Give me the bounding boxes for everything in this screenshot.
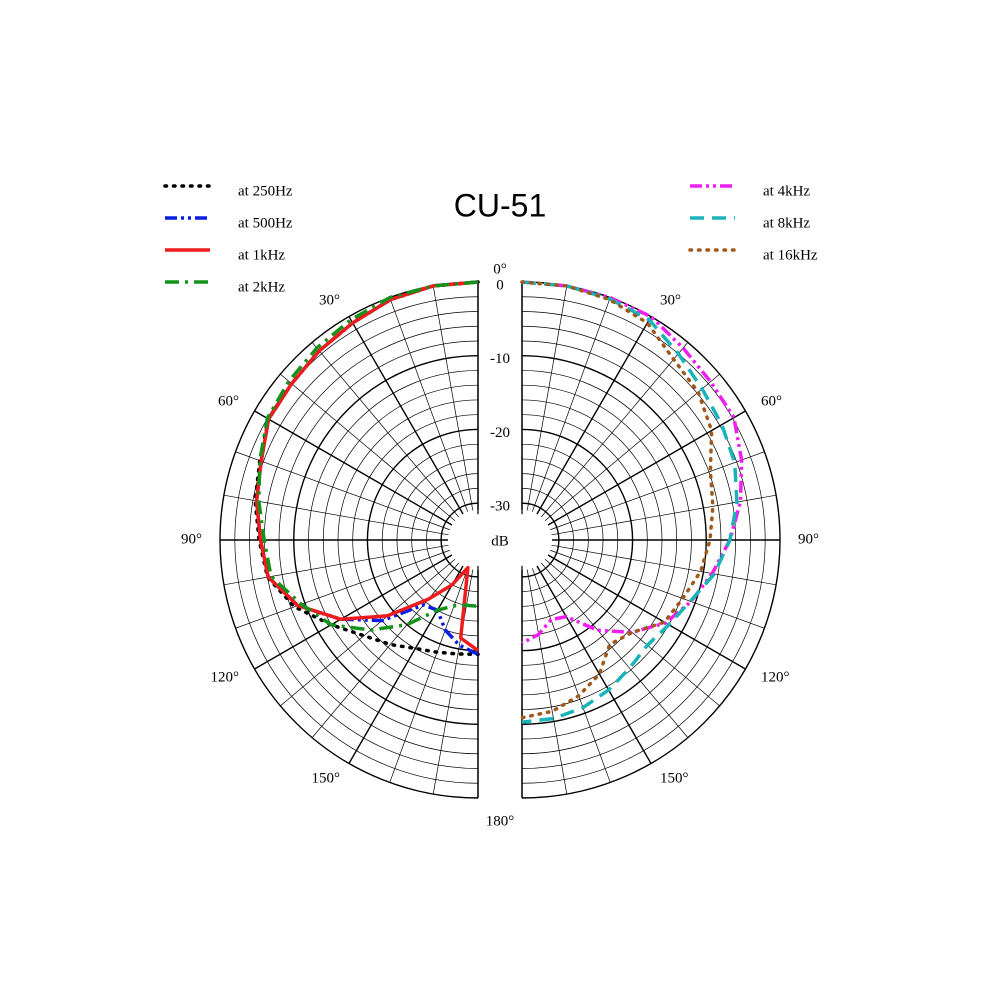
- theta-tick-label: 120°: [210, 669, 239, 685]
- legend-label: at 1kHz: [238, 247, 285, 263]
- legend-label: at 250Hz: [238, 183, 293, 199]
- minor-radial-line: [311, 562, 459, 738]
- minor-radial-line: [235, 451, 450, 531]
- theta-tick-label: 150°: [660, 770, 689, 786]
- minor-radial-line: [541, 562, 689, 738]
- theta-tick-label: 90°: [798, 531, 819, 547]
- minor-radial-line: [526, 285, 568, 511]
- legend-label: at 16kHz: [763, 247, 818, 263]
- minor-radial-line: [280, 559, 456, 707]
- theta-tick-label: 150°: [312, 770, 341, 786]
- minor-radial-line: [311, 342, 459, 518]
- minor-radial-line: [389, 568, 469, 783]
- theta-tick-label: 60°: [218, 393, 239, 409]
- theta-tick-label: 90°: [181, 531, 202, 547]
- r-axis-label: dB: [491, 533, 509, 549]
- minor-radial-line: [235, 549, 450, 629]
- minor-radial-line: [551, 544, 777, 586]
- minor-radial-line: [550, 549, 765, 629]
- radial-grid-line: [254, 410, 453, 526]
- minor-radial-line: [280, 373, 456, 521]
- legend-label: at 8kHz: [763, 215, 810, 231]
- theta-tick-label: 60°: [761, 393, 782, 409]
- radial-grid-line: [547, 410, 746, 526]
- center-hole: [466, 506, 534, 574]
- theta-tick-label: 30°: [660, 292, 681, 308]
- minor-radial-line: [544, 559, 720, 707]
- minor-radial-line: [550, 451, 765, 531]
- radial-grid-line: [254, 554, 453, 670]
- legend-label: at 2kHz: [238, 279, 285, 295]
- legend-item: at 4kHz: [690, 183, 810, 199]
- theta-tick-label: 180°: [486, 813, 515, 829]
- series-line: [257, 280, 479, 632]
- minor-radial-line: [389, 297, 469, 512]
- minor-radial-line: [551, 494, 777, 536]
- minor-radial-line: [541, 342, 689, 518]
- radial-grid-line: [348, 316, 464, 515]
- minor-radial-line: [223, 544, 449, 586]
- legend-item: at 500Hz: [165, 215, 293, 231]
- theta-tick-label: 30°: [319, 292, 340, 308]
- series-line: [521, 280, 739, 724]
- r-tick-label: -30: [490, 499, 510, 515]
- legend-item: at 250Hz: [163, 183, 293, 199]
- minor-radial-line: [544, 373, 720, 521]
- minor-radial-line: [526, 569, 568, 795]
- chart-title: CU-51: [454, 187, 546, 223]
- minor-radial-line: [531, 297, 611, 512]
- legend-item: at 1kHz: [165, 247, 285, 263]
- radial-grid-line: [536, 565, 652, 764]
- legend-label: at 4kHz: [763, 183, 810, 199]
- radial-grid-line: [348, 565, 464, 764]
- radial-grid-line: [547, 554, 746, 670]
- polar-grid: [521, 281, 781, 799]
- series-line: [521, 280, 744, 645]
- series-line: [254, 280, 480, 653]
- r-tick-label: 0: [496, 277, 504, 293]
- theta-tick-label: 120°: [761, 669, 790, 685]
- r-tick-label: -10: [490, 351, 510, 367]
- r-tick-label: -20: [490, 425, 510, 441]
- legend-label: at 500Hz: [238, 215, 293, 231]
- minor-radial-line: [432, 569, 474, 795]
- legend-item: at 2kHz: [165, 279, 285, 295]
- minor-radial-line: [531, 568, 611, 783]
- legend-item: at 16kHz: [688, 247, 818, 263]
- radial-grid-line: [536, 316, 652, 515]
- minor-radial-line: [432, 285, 474, 511]
- minor-radial-line: [223, 494, 449, 536]
- legend-item: at 8kHz: [690, 215, 810, 231]
- theta-tick-label: 0°: [493, 261, 507, 277]
- polar-grid: [219, 281, 479, 799]
